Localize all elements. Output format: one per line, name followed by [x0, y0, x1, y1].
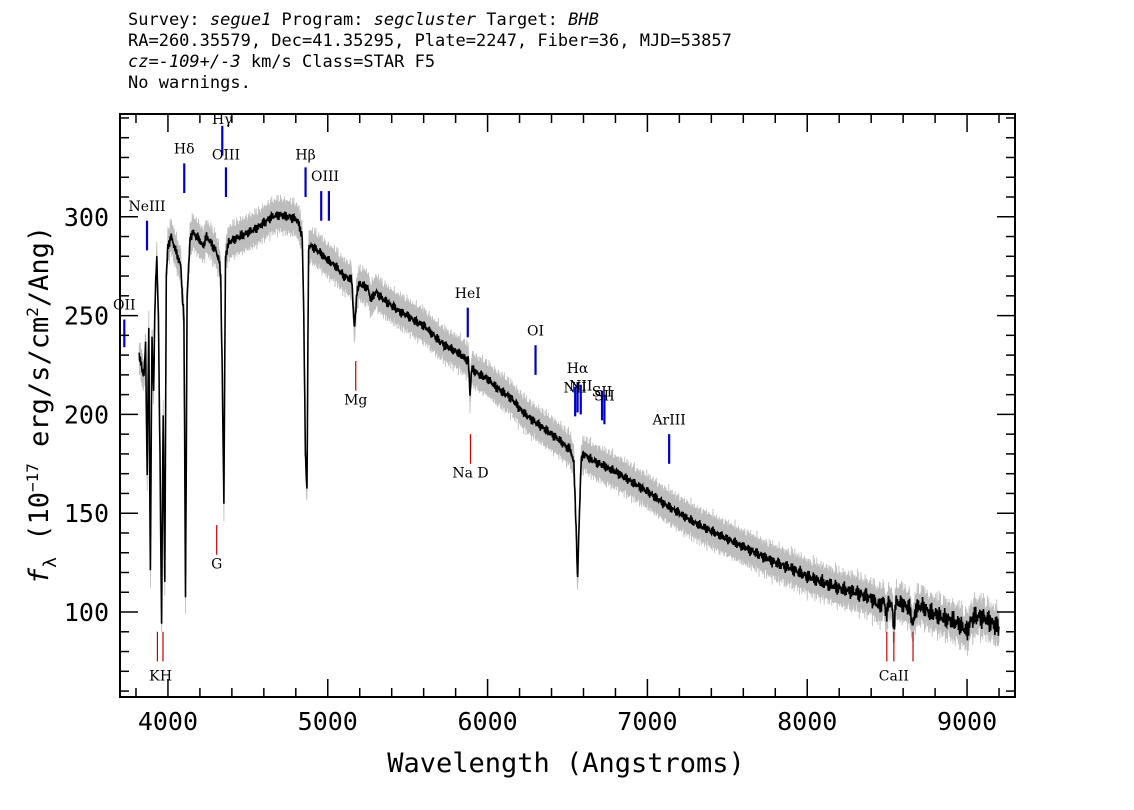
y-axis-label-part-2: (10 — [24, 492, 55, 557]
y-axis-label-part-0: f — [24, 567, 55, 584]
marker-label-caii: CaII — [879, 668, 909, 684]
y-axis-label-part-1: λ — [40, 557, 61, 568]
plot-frame — [119, 113, 1016, 698]
header-line-coords: RA=260.35579, Dec=41.35295, Plate=2247, … — [128, 31, 732, 51]
spectrum-header: Survey: segue1 Program: segcluster Targe… — [128, 10, 732, 94]
x-axis-label: Wavelength (Angstroms) — [387, 748, 745, 779]
survey-value: segue1 — [209, 10, 272, 30]
header-line-warnings: No warnings. — [128, 73, 251, 93]
error-band — [138, 194, 1000, 656]
x-tick-label-7000: 7000 — [617, 707, 677, 736]
marker-label-h-5: Hβ — [295, 147, 315, 163]
marker-label-nii-10: NII — [564, 381, 587, 397]
marker-label-h-3: Hγ — [212, 112, 233, 128]
marker-label-hei-8: HeI — [455, 286, 481, 302]
x-tick-label-6000: 6000 — [457, 707, 517, 736]
marker-label-sii-13: SII — [592, 385, 613, 401]
y-tick-label-250: 250 — [64, 302, 109, 331]
flux-line — [138, 210, 1000, 641]
marker-label-oii-0: OII — [113, 298, 136, 314]
x-tick-label-4000: 4000 — [138, 707, 198, 736]
marker-label-oiii-4: OIII — [212, 147, 240, 163]
y-axis-label-part-4: erg/s/cm — [24, 317, 55, 463]
target-value: BHB — [568, 10, 599, 30]
header-line-survey: Survey: segue1 Program: segcluster Targe… — [128, 10, 732, 31]
y-axis-label: fλ (10−17 erg/s/cm2/Ang) — [23, 226, 61, 584]
y-tick-label-200: 200 — [64, 400, 109, 429]
marker-label-mg-16: Mg — [344, 393, 367, 409]
marker-label-oi-9: OI — [527, 323, 544, 339]
marker-label-neiii-1: NeIII — [128, 199, 165, 215]
marker-label-k: K — [149, 668, 160, 684]
y-tick-label-100: 100 — [64, 598, 109, 627]
marker-label-sii-14: SII — [594, 389, 615, 405]
marker-label-g-18: G — [211, 557, 222, 573]
y-axis-label-part-6: /Ang) — [24, 226, 55, 307]
survey-label: Survey: — [128, 10, 210, 30]
program-label: Program: — [271, 10, 374, 30]
marker-label-h-11: Hα — [567, 361, 589, 377]
y-tick-label-150: 150 — [64, 499, 109, 528]
redshift-value: cz=-109+/-3 — [128, 52, 241, 72]
x-tick-label-5000: 5000 — [298, 707, 358, 736]
marker-label-nad-17: Na D — [452, 466, 488, 482]
tick-labels: 4000 5000 6000 7000 8000 9000 100 150 200 250 300 — [64, 203, 997, 736]
y-axis-label-part-5: 2 — [23, 307, 42, 317]
header-line-redshift: cz=-109+/-3 km/s Class=STAR F5 — [128, 52, 732, 73]
flux-series — [138, 210, 1000, 641]
marker-label-h: H — [160, 668, 172, 684]
error-band-area — [138, 194, 1000, 656]
target-label: Target: — [476, 10, 569, 30]
program-value: segcluster — [373, 10, 477, 30]
marker-label-h-2: Hδ — [174, 142, 195, 158]
axes — [119, 113, 1016, 698]
x-tick-label-8000: 8000 — [777, 707, 837, 736]
x-tick-label-9000: 9000 — [937, 707, 997, 736]
marker-label-nii-12: NII — [569, 379, 592, 395]
y-tick-label-300: 300 — [64, 203, 109, 232]
class-text: km/s Class=STAR F5 — [240, 52, 436, 72]
marker-label-oiii-6: OIII — [311, 169, 339, 185]
y-axis-label-part-3: −17 — [23, 463, 42, 492]
marker-label-ariii-15: ArIII — [651, 412, 685, 428]
